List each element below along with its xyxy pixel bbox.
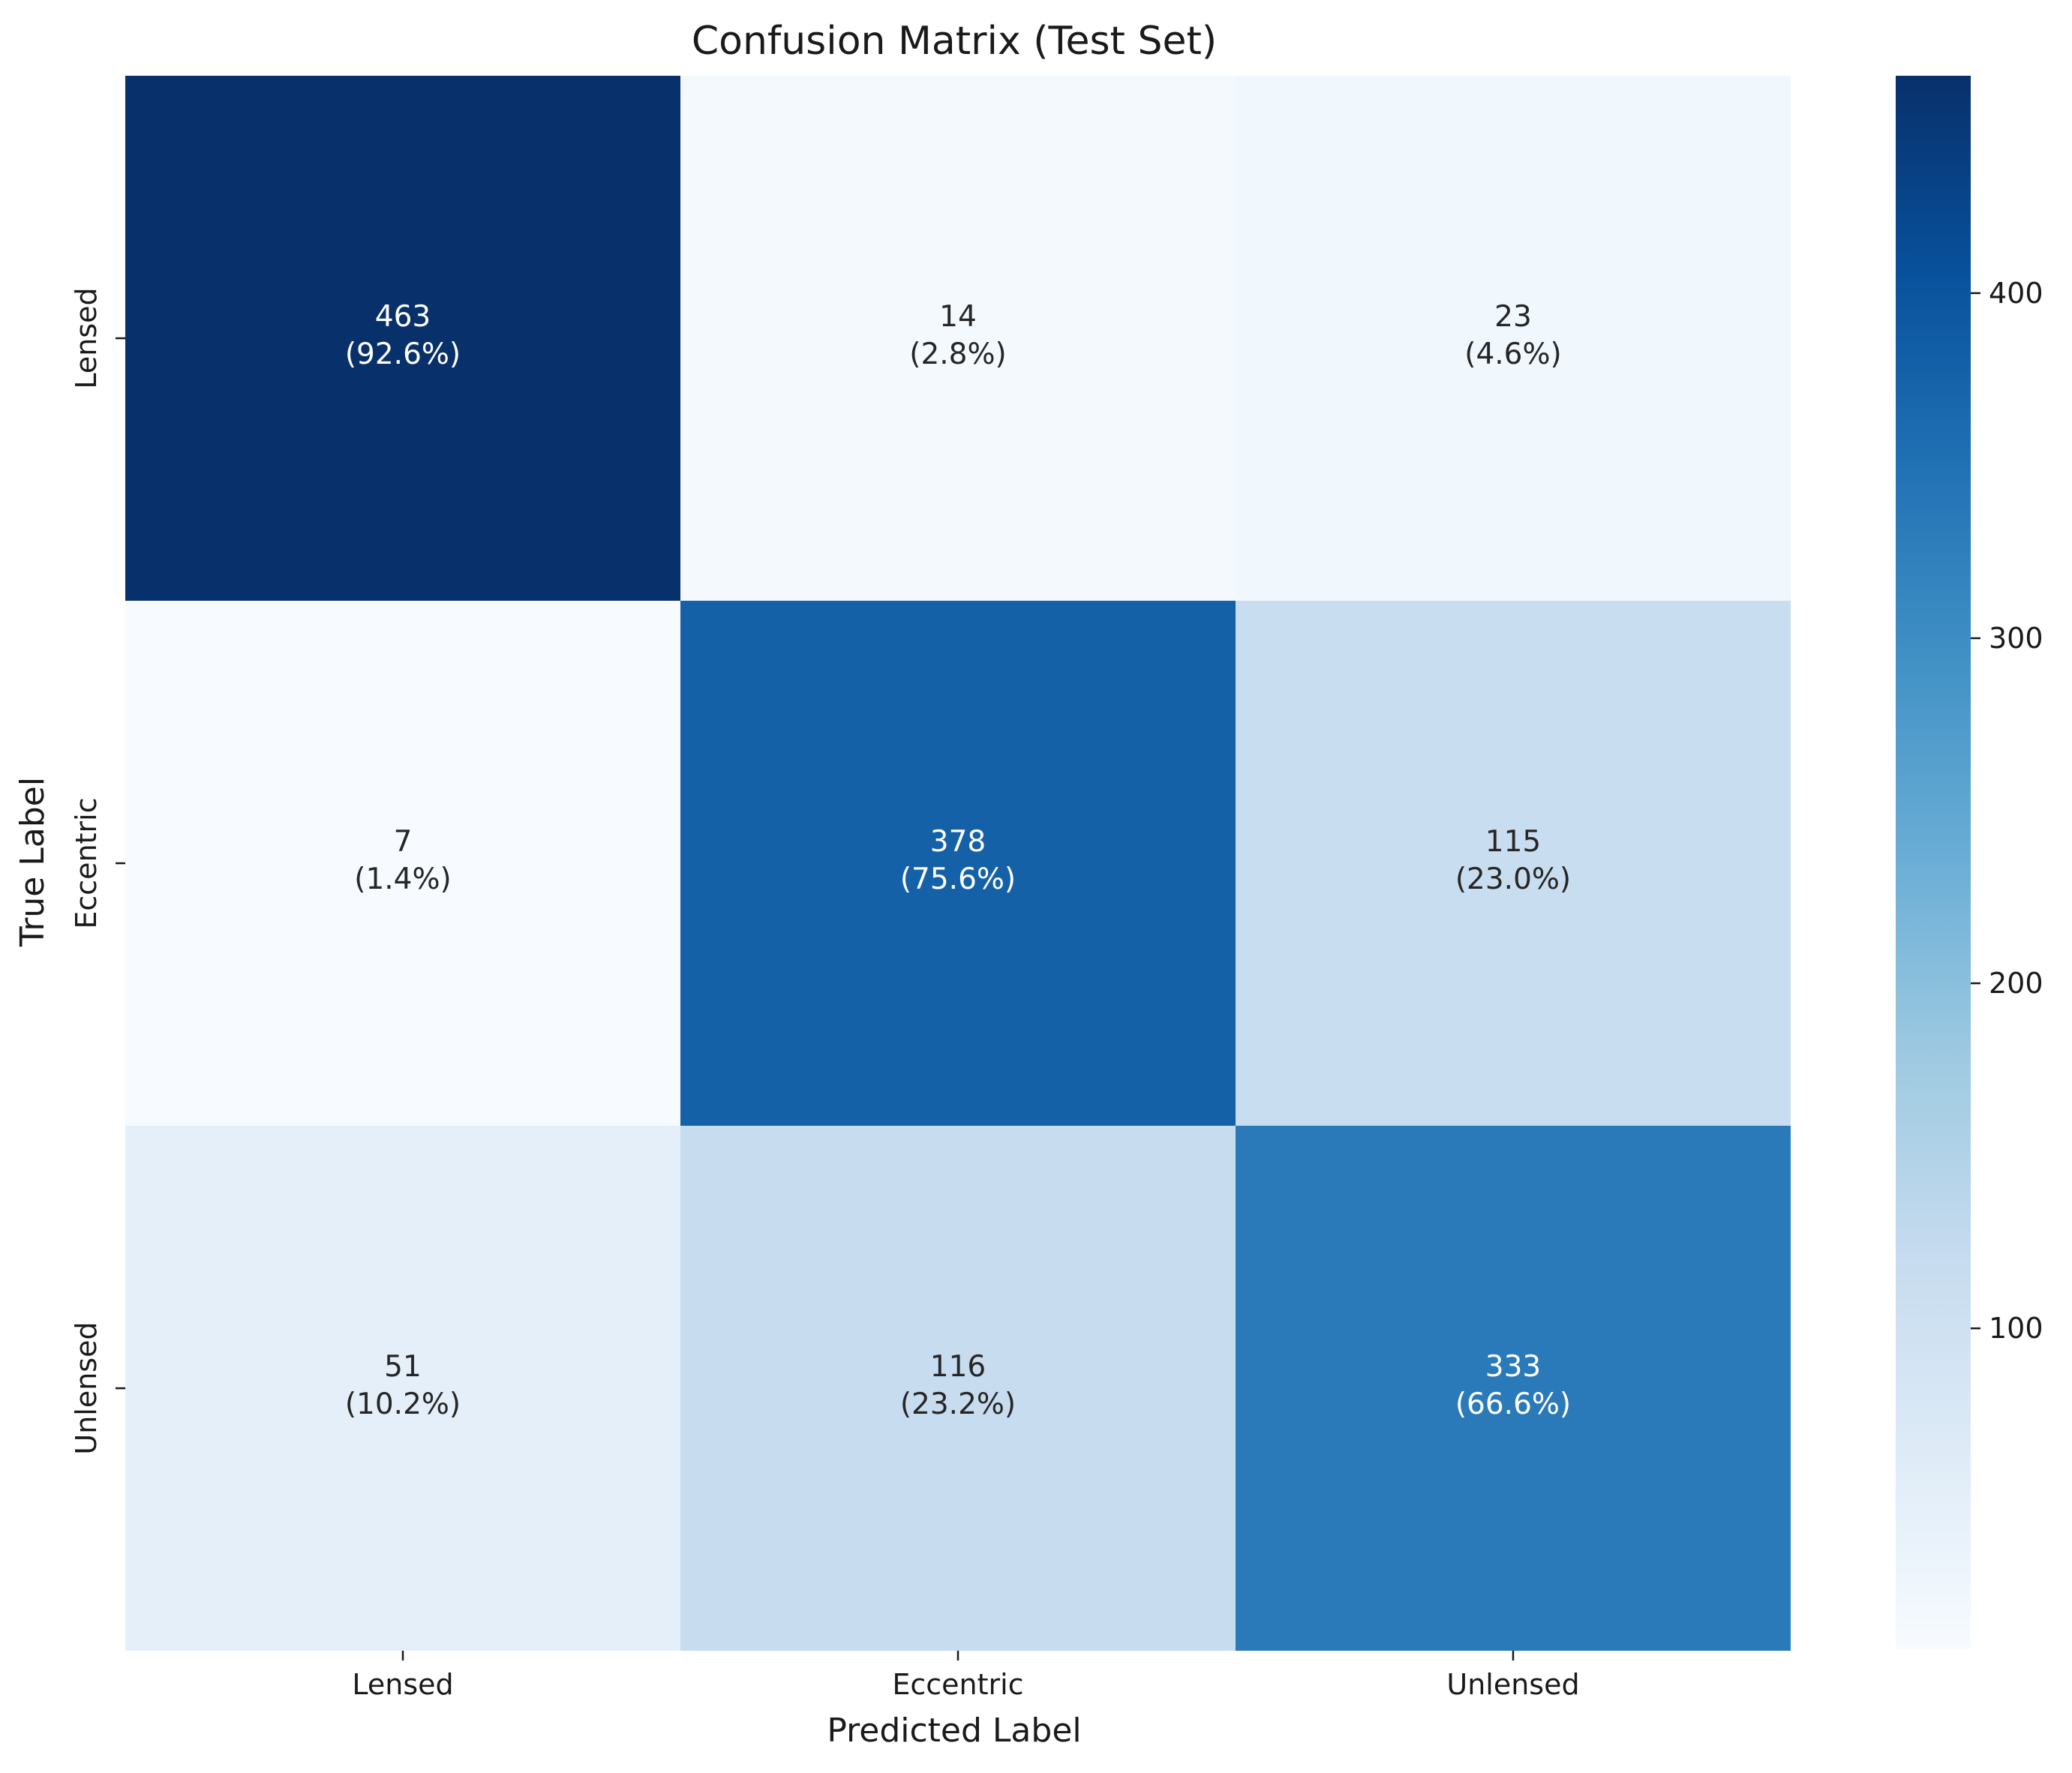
cell-percent-label: (2.8%) (909, 338, 1007, 371)
colorbar-tick-label: 200 (1989, 967, 2043, 1000)
y-tick-label: Eccentric (70, 797, 103, 928)
heatmap-cell (680, 601, 1236, 1126)
cell-percent-label: (4.6%) (1464, 338, 1562, 371)
cell-percent-label: (75.6%) (900, 862, 1016, 896)
heatmap-cell (1236, 1126, 1791, 1651)
cell-count-label: 7 (394, 825, 413, 859)
heatmap-cell-labels: 463 (92.6%) 14 (2.8%) 23 (4.6%) 7(1.4%) 378(75.… (345, 300, 1571, 1421)
colorbar-ticks: 100 200 300 400 (1971, 277, 2043, 1345)
colorbar (1896, 76, 1971, 1649)
cell-count-label: 51 (384, 1350, 422, 1384)
y-axis-ticks: Lensed Eccentric Unlensed (70, 287, 125, 1455)
colorbar-tick-label: 100 (1989, 1312, 2043, 1345)
heatmap-cell (125, 601, 680, 1126)
heatmap-cell (680, 76, 1236, 601)
cell-count-label: 378 (930, 825, 986, 859)
y-axis-label: True Label (14, 777, 52, 947)
y-tick-label: Unlensed (70, 1322, 103, 1454)
cell-count-label: 115 (1485, 825, 1541, 859)
cell-count-label: 463 (375, 300, 431, 334)
heatmap-cells (125, 76, 1791, 1651)
y-tick-label: Lensed (70, 287, 103, 388)
cell-count-label: 23 (1494, 300, 1532, 334)
cell-count-label: 116 (930, 1350, 986, 1384)
x-tick-label: Unlensed (1446, 1668, 1579, 1701)
chart-title: Confusion Matrix (Test Set) (692, 19, 1217, 64)
x-axis-label: Predicted Label (827, 1712, 1081, 1750)
x-tick-label: Lensed (352, 1668, 453, 1701)
heatmap-cell (680, 1126, 1236, 1651)
cell-percent-label: (23.0%) (1455, 862, 1571, 896)
x-tick-label: Eccentric (892, 1668, 1023, 1701)
heatmap-cell (125, 76, 680, 601)
cell-percent-label: (66.6%) (1455, 1388, 1571, 1421)
colorbar-tick-label: 400 (1989, 277, 2043, 310)
cell-count-label: 14 (939, 300, 977, 334)
cell-percent-label: (23.2%) (900, 1388, 1016, 1421)
heatmap-cell (1236, 76, 1791, 601)
heatmap-cell (1236, 601, 1791, 1126)
cell-percent-label: (1.4%) (354, 862, 452, 896)
cell-percent-label: (92.6%) (345, 338, 461, 371)
cell-percent-label: (10.2%) (345, 1388, 461, 1421)
heatmap-cell (125, 1126, 680, 1651)
x-axis-ticks: Lensed Eccentric Unlensed (352, 1651, 1580, 1701)
colorbar-tick-label: 300 (1989, 622, 2043, 655)
cell-count-label: 333 (1485, 1350, 1541, 1384)
